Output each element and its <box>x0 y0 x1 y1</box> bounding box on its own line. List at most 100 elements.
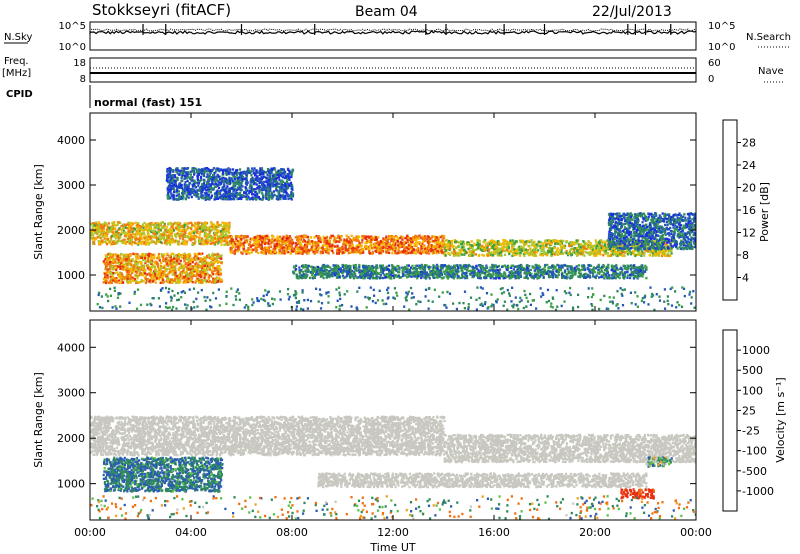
power-cell <box>583 254 586 257</box>
power-cell <box>190 259 193 262</box>
power-cell <box>214 224 217 228</box>
power-cell <box>242 236 245 240</box>
power-cell <box>170 252 173 256</box>
power-cell <box>237 235 240 238</box>
power-cell <box>322 238 325 241</box>
power-cell <box>126 274 129 277</box>
power-cell <box>228 226 231 230</box>
power-cell <box>112 231 115 234</box>
power-cell <box>144 272 147 275</box>
power-cell <box>654 240 657 243</box>
power-cell <box>348 275 352 278</box>
power-cell <box>275 242 278 245</box>
power-cell <box>463 243 466 246</box>
power-cell <box>151 231 154 234</box>
power-cell <box>148 252 151 255</box>
power-cell <box>439 250 442 254</box>
power-cell <box>595 250 598 253</box>
power-cell <box>464 250 467 254</box>
power-cell <box>497 250 500 253</box>
power-cell <box>125 266 128 269</box>
power-cell <box>171 281 174 284</box>
power-cell <box>197 224 200 228</box>
power-cell <box>422 240 425 243</box>
power-cell <box>290 239 293 242</box>
power-cell <box>287 247 290 250</box>
power-cell <box>175 263 178 267</box>
power-cell <box>191 223 194 227</box>
power-cell <box>148 256 151 259</box>
power-cell <box>140 237 143 240</box>
power-cell <box>309 249 312 252</box>
power-cell <box>471 269 474 273</box>
power-cell <box>94 231 97 235</box>
power-cell <box>502 239 505 242</box>
power-cell <box>422 250 426 254</box>
power-cell <box>149 268 152 271</box>
power-cell <box>328 239 331 242</box>
power-cell <box>375 245 378 248</box>
power-cell <box>130 222 133 226</box>
power-cell <box>327 243 330 246</box>
power-cell <box>116 223 119 226</box>
power-cell <box>281 249 284 252</box>
power-cell <box>442 276 445 279</box>
power-cell <box>93 238 96 241</box>
power-cell <box>338 237 342 240</box>
power-cell <box>666 244 669 247</box>
power-cell <box>165 268 169 271</box>
power-cell <box>216 265 220 269</box>
power-cell <box>187 279 190 282</box>
power-cell <box>466 251 469 254</box>
power-cell <box>510 249 513 252</box>
power-cell <box>420 245 423 248</box>
power-cell <box>477 247 480 250</box>
power-cell <box>130 271 133 274</box>
power-cell <box>257 236 260 240</box>
power-cell <box>428 252 431 255</box>
power-cell <box>430 237 433 240</box>
power-cell <box>336 240 339 243</box>
power-cell <box>95 230 98 233</box>
power-cell <box>478 240 481 243</box>
power-cell <box>660 250 663 253</box>
power-cell <box>654 252 657 256</box>
power-cell <box>544 251 547 254</box>
power-cell <box>216 258 219 262</box>
power-cell <box>122 231 125 235</box>
power-cell <box>172 270 175 273</box>
power-cell <box>185 258 188 261</box>
power-cell <box>380 240 383 244</box>
power-cell <box>177 277 180 280</box>
power-cell <box>431 235 434 238</box>
power-cell <box>535 250 538 254</box>
power-cell <box>502 242 505 245</box>
power-cell <box>177 252 180 256</box>
power-cell <box>668 245 672 248</box>
power-cell <box>271 238 274 241</box>
power-cell <box>134 235 137 238</box>
power-cell <box>119 221 122 224</box>
power-cell <box>286 239 290 243</box>
power-cell <box>208 233 211 236</box>
power-cell <box>184 231 187 234</box>
power-cell <box>644 249 647 252</box>
power-cell <box>203 233 206 237</box>
power-cell <box>416 251 419 254</box>
power-cell <box>190 232 193 235</box>
power-cell <box>235 238 238 241</box>
power-cell <box>308 240 311 243</box>
power-cell <box>195 222 198 226</box>
power-cell <box>593 251 596 254</box>
power-cell <box>128 240 131 243</box>
power-cell <box>119 277 122 280</box>
power-cell <box>122 281 125 284</box>
power-cell <box>491 244 494 248</box>
power-cell <box>213 260 216 264</box>
power-cell <box>403 242 406 245</box>
power-cell <box>224 224 227 227</box>
freq-left-tick-bottom: 8 <box>80 74 86 85</box>
power-cell <box>151 221 154 225</box>
power-cell <box>262 248 265 252</box>
power-cell <box>220 261 223 265</box>
